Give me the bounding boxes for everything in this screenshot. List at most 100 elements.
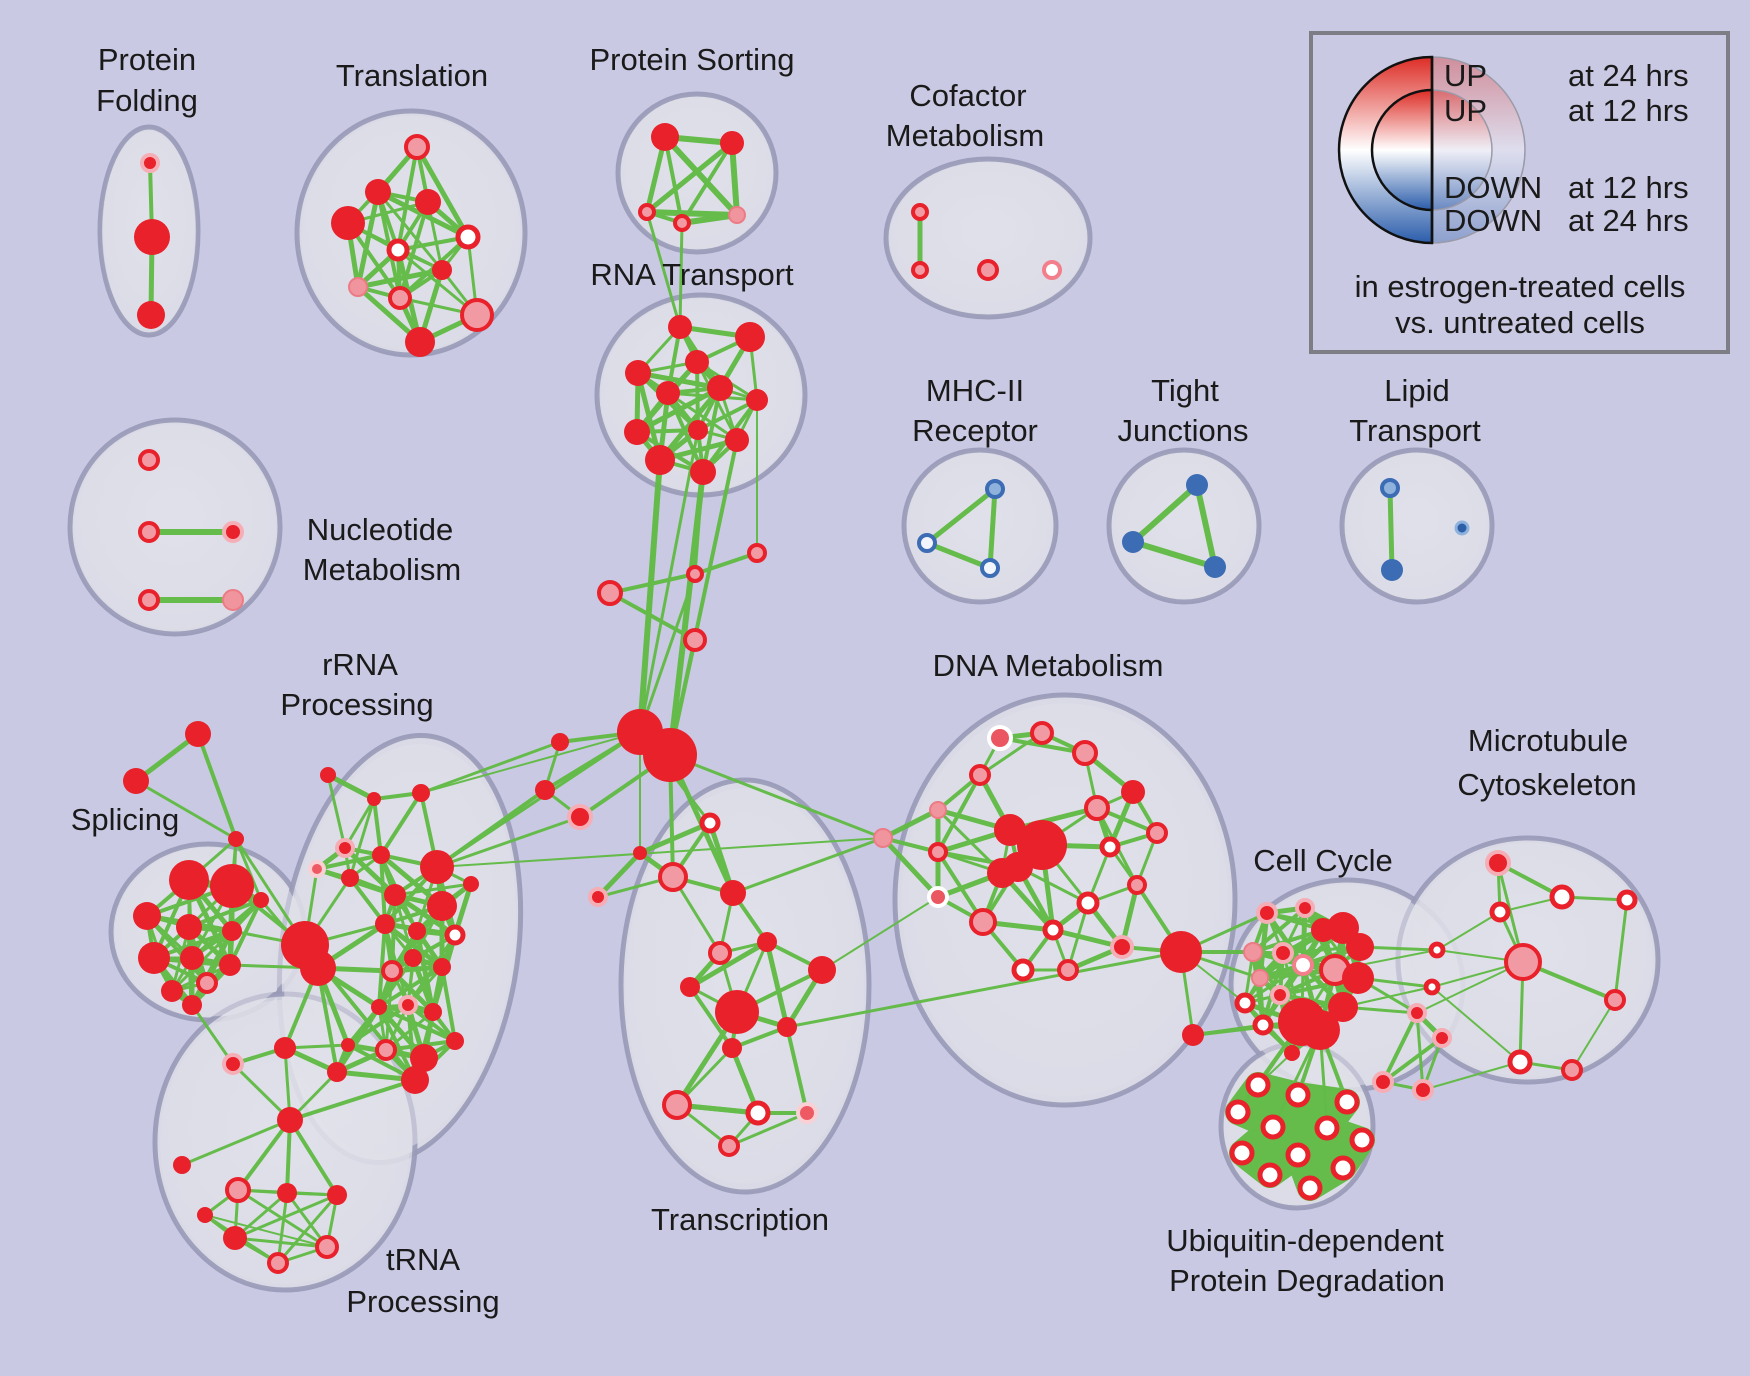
gene-node-dna-metabolism — [1121, 780, 1145, 804]
gene-node-transcription — [708, 941, 732, 965]
edge-rrna-processing — [377, 922, 387, 1009]
edge-translation — [355, 189, 381, 290]
gene-node-rrna-processing — [401, 1066, 429, 1094]
gene-node-ubiquitin-degradation — [1225, 1099, 1251, 1125]
gene-node-protein-sorting — [728, 206, 746, 224]
gene-node-lipid-transport — [1454, 520, 1470, 536]
gene-node-cell-cycle — [1284, 1045, 1300, 1061]
gene-node-cofactor-metabolism — [977, 259, 999, 281]
edge-cross — [638, 428, 700, 734]
gene-node-transcription — [757, 932, 777, 952]
gene-node-translation — [404, 134, 430, 160]
gene-node-dna-metabolism — [987, 725, 1013, 751]
edge-rrna-processing — [410, 955, 436, 1015]
cluster-ellipse-sheen-tight-junctions — [1112, 453, 1256, 599]
edge-cell-cycle — [1251, 906, 1307, 954]
gene-node-translation — [348, 277, 368, 297]
edge-tight-junctions — [1194, 482, 1218, 570]
gene-node-rrna-processing — [404, 949, 422, 967]
gene-node-protein-folding — [140, 153, 160, 173]
legend-direction-label: UP — [1444, 93, 1487, 128]
gene-node-dna-metabolism — [1030, 721, 1054, 745]
gene-node-connectors — [597, 580, 623, 606]
legend-time-label: at 12 hrs — [1568, 93, 1689, 128]
gene-node-trna-processing — [327, 1185, 347, 1205]
cluster-label-lipid-transport: Lipid — [1384, 373, 1450, 408]
gene-node-microtubule-cytoskeleton — [1549, 884, 1575, 910]
gene-node-cell-cycle — [1372, 1071, 1394, 1093]
cluster-label-rrna-processing: Processing — [280, 687, 433, 722]
edge-cross — [196, 732, 238, 841]
cluster-label-trna-processing: tRNA — [386, 1242, 460, 1277]
legend-direction-label: DOWN — [1444, 170, 1542, 205]
gene-node-transcription — [680, 977, 700, 997]
gene-node-protein-sorting — [673, 214, 691, 232]
gene-node-protein-folding — [137, 301, 165, 329]
gene-node-splicing — [176, 914, 202, 940]
gene-node-rrna-processing — [274, 1037, 296, 1059]
gene-node-trna-processing — [223, 1226, 247, 1250]
edge-cross — [420, 731, 641, 794]
gene-node-ubiquitin-degradation — [1257, 1162, 1283, 1188]
gene-node-rrna-processing — [367, 792, 381, 806]
gene-node-rrna-processing — [463, 876, 479, 892]
gene-node-cell-cycle — [1252, 1014, 1274, 1036]
gene-node-microtubule-cytoskeleton — [1428, 941, 1446, 959]
cluster-label-protein-folding: Protein — [98, 42, 196, 77]
gene-node-cell-cycle — [1327, 912, 1359, 944]
gene-node-cell-cycle — [1328, 992, 1358, 1022]
gene-node-ubiquitin-degradation — [1330, 1155, 1356, 1181]
gene-node-lipid-transport — [1381, 559, 1403, 581]
gene-node-splicing — [182, 995, 202, 1015]
edge-cross — [645, 210, 682, 329]
cluster-label-ubiquitin-degradation: Ubiquitin-dependent — [1166, 1223, 1444, 1258]
edge-rrna-processing — [315, 853, 383, 871]
edge-microtubule-cytoskeleton — [1436, 911, 1501, 951]
gene-node-trna-processing — [225, 1177, 251, 1203]
legend-time-label: at 12 hrs — [1568, 170, 1689, 205]
gene-node-dna-metabolism — [1042, 919, 1064, 941]
gene-node-nucleotide-metabolism — [138, 449, 160, 471]
gene-node-dna-metabolism — [1057, 959, 1079, 981]
edge-connectors — [693, 551, 759, 576]
gene-node-rna-transport — [690, 459, 716, 485]
gene-node-microtubule-cytoskeleton — [1604, 989, 1626, 1011]
edge-cross — [668, 753, 885, 840]
gene-node-translation — [365, 179, 391, 205]
edge-translation — [414, 144, 471, 240]
edge-cross — [435, 815, 582, 869]
gene-node-dna-metabolism — [1127, 875, 1147, 895]
edge-cell-cycle — [1251, 928, 1325, 954]
gene-node-trna-processing — [315, 1235, 339, 1259]
gene-node-transcription — [722, 1038, 742, 1058]
cluster-label-mhc-ii-receptor: MHC-II — [926, 373, 1024, 408]
edge-cross — [693, 470, 705, 576]
edge-transcription — [637, 820, 713, 856]
gene-node-transcription — [699, 812, 721, 834]
gene-node-dna-metabolism — [1182, 1024, 1204, 1046]
gene-node-rrna-processing — [446, 1032, 464, 1050]
gene-node-rna-transport — [725, 428, 749, 452]
cluster-ellipse-sheen-mhc-ii-receptor — [907, 453, 1053, 599]
gene-node-transcription — [720, 880, 746, 906]
cluster-label-protein-folding: Folding — [96, 83, 198, 118]
gene-node-dna-metabolism — [987, 858, 1017, 888]
gene-node-microtubule-cytoskeleton — [1423, 978, 1441, 996]
cluster-label-dna-metabolism: DNA Metabolism — [933, 648, 1164, 683]
legend-direction-label: UP — [1444, 58, 1487, 93]
gene-node-ubiquitin-degradation — [1349, 1127, 1375, 1153]
gene-node-cell-cycle — [1292, 954, 1314, 976]
gene-node-cell-cycle — [1270, 985, 1290, 1005]
gene-node-connectors — [551, 733, 569, 751]
edge-trna-processing — [276, 1191, 289, 1265]
gene-node-transcription — [658, 862, 688, 892]
gene-node-splicing — [138, 942, 170, 974]
edge-rna-transport — [701, 386, 722, 474]
edge-dna-metabolism — [998, 736, 1087, 755]
gene-node-connectors — [686, 565, 704, 583]
gene-node-cell-cycle — [1300, 1010, 1340, 1050]
edge-mhc-ii-receptor — [987, 486, 998, 571]
edge-trna-processing — [233, 1236, 329, 1249]
edge-tight-junctions — [1130, 482, 1200, 545]
edge-translation — [355, 267, 445, 290]
